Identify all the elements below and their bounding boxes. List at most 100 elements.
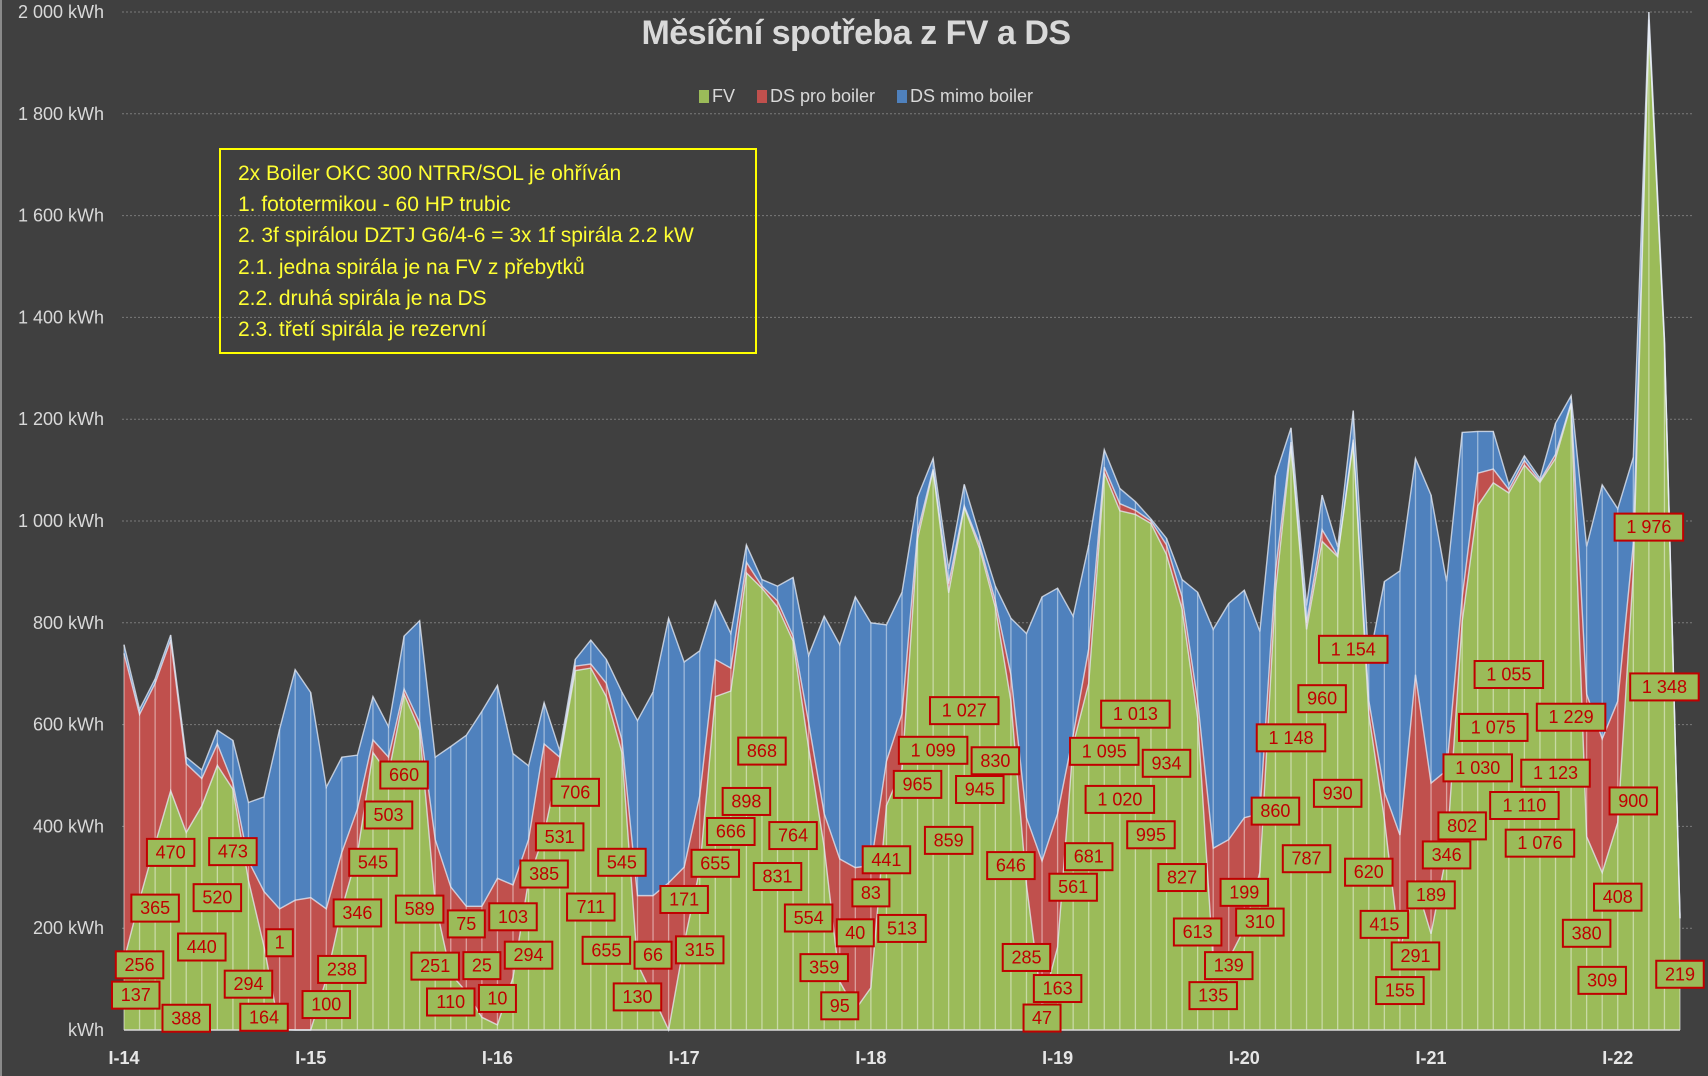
data-label-text: 137 — [121, 985, 151, 1005]
data-label-box — [1359, 909, 1410, 939]
data-label-text: 860 — [1260, 801, 1290, 821]
data-label-box — [861, 845, 912, 875]
data-label-text: 110 — [436, 992, 465, 1012]
data-label-text: 294 — [514, 945, 544, 965]
data-label-text: 934 — [1151, 753, 1181, 773]
data-label: 660 — [379, 760, 429, 790]
fv-area — [124, 24, 1680, 1030]
data-labels: 137 256 365 470 388 440 520 473 294 164 1 100 238 346… — [111, 512, 1705, 1033]
data-label: 365 — [130, 893, 180, 923]
data-label: 831 — [752, 862, 803, 892]
data-label-text: 1 148 — [1268, 728, 1313, 748]
data-label-box — [1069, 736, 1140, 766]
data-label: 10 — [477, 983, 517, 1013]
data-label-text: 285 — [1011, 947, 1041, 967]
data-label: 95 — [820, 991, 860, 1021]
data-label: 1 123 — [1520, 758, 1591, 788]
data-label-box — [462, 951, 502, 981]
data-label-text: 130 — [622, 987, 652, 1007]
data-label: 859 — [923, 825, 974, 855]
data-label: 1 148 — [1255, 723, 1327, 753]
note-line: 2x Boiler OKC 300 NTRR/SOL je ohříván — [238, 162, 622, 185]
data-label-box — [1157, 863, 1207, 893]
data-label-text: 415 — [1369, 914, 1399, 934]
data-label: 900 — [1608, 786, 1659, 816]
data-label-text: 139 — [1214, 956, 1244, 976]
data-label-box — [1219, 877, 1270, 907]
chart-title: Měsíční spotřeba z FV a DS — [641, 14, 1071, 52]
data-label-box — [612, 982, 663, 1012]
data-label-box — [446, 909, 486, 939]
data-label: 1 348 — [1629, 672, 1700, 702]
data-label: 860 — [1250, 796, 1301, 826]
data-label-text: 294 — [233, 974, 263, 994]
data-label-box — [892, 769, 943, 799]
x-axis: I-14 I-15 I-16 I-17 I-18 I-19 I-20 I-21 I-22 — [108, 1048, 1633, 1068]
data-label: 1 027 — [928, 696, 1000, 726]
data-label-box — [192, 883, 243, 913]
data-label: 960 — [1297, 684, 1347, 714]
data-label-text: 346 — [1432, 845, 1462, 865]
x-tick-label: I-22 — [1602, 1048, 1633, 1068]
data-label: 388 — [161, 1003, 211, 1033]
data-label-box — [737, 736, 787, 766]
data-label: 513 — [877, 913, 927, 943]
data-label-box — [1577, 965, 1627, 995]
data-label: 110 — [426, 987, 476, 1017]
data-label: 681 — [1063, 842, 1114, 872]
data-label: 75 — [446, 909, 486, 939]
data-label-box — [1084, 784, 1156, 814]
data-label-box — [1063, 842, 1114, 872]
data-label-box — [223, 969, 274, 999]
data-label-text: 66 — [643, 945, 663, 965]
data-label-text: 613 — [1183, 922, 1213, 942]
note-line: 1. fototermikou - 60 HP trubic — [238, 193, 511, 217]
data-label-box — [1001, 942, 1052, 972]
data-label-box — [1297, 684, 1347, 714]
legend-item-fv: FV — [698, 86, 735, 107]
legend-label: DS pro boiler — [769, 86, 876, 106]
data-label-box — [659, 884, 709, 914]
data-label: 613 — [1172, 917, 1223, 947]
data-label-box — [1281, 844, 1332, 874]
data-label: 164 — [239, 1002, 289, 1032]
data-label: 934 — [1141, 748, 1192, 778]
data-label: 294 — [223, 969, 274, 999]
legend-swatch-ds-boiler — [756, 90, 767, 103]
data-label-box — [239, 1002, 289, 1032]
data-label-text: 441 — [871, 850, 901, 870]
data-label-box — [1255, 723, 1327, 753]
data-label-box — [897, 735, 969, 765]
data-label-text: 620 — [1354, 862, 1384, 882]
data-label-text: 1 020 — [1097, 789, 1142, 809]
data-label-box — [706, 817, 756, 847]
data-label-box — [114, 950, 165, 980]
data-label-box — [1317, 634, 1389, 664]
data-label: 40 — [835, 918, 875, 948]
data-label: 238 — [317, 954, 367, 984]
y-tick-label: 400 kWh — [33, 816, 104, 836]
data-label-text: 1 095 — [1082, 741, 1127, 761]
ds-pro-boiler-edge — [123, 19, 1681, 919]
data-label-text: 545 — [358, 852, 388, 872]
data-label: 66 — [633, 940, 673, 970]
data-label-box — [955, 774, 1005, 804]
data-label-box — [1172, 917, 1223, 947]
data-label: 219 — [1655, 959, 1705, 989]
data-label: 503 — [363, 800, 414, 830]
data-label: 706 — [550, 777, 600, 807]
data-label-box — [928, 696, 1000, 726]
data-label: 620 — [1344, 857, 1394, 887]
data-label: 554 — [783, 903, 834, 933]
data-label-box — [1504, 828, 1576, 858]
data-label-box — [1235, 907, 1285, 937]
data-label-text: 1 154 — [1331, 639, 1376, 659]
data-label: 545 — [597, 847, 647, 877]
data-label: 385 — [519, 859, 569, 889]
data-label-box — [534, 822, 585, 852]
data-label-box — [1141, 748, 1192, 778]
data-label: 25 — [462, 951, 502, 981]
data-label-text: 365 — [140, 898, 170, 918]
legend-swatch-fv — [698, 90, 709, 103]
